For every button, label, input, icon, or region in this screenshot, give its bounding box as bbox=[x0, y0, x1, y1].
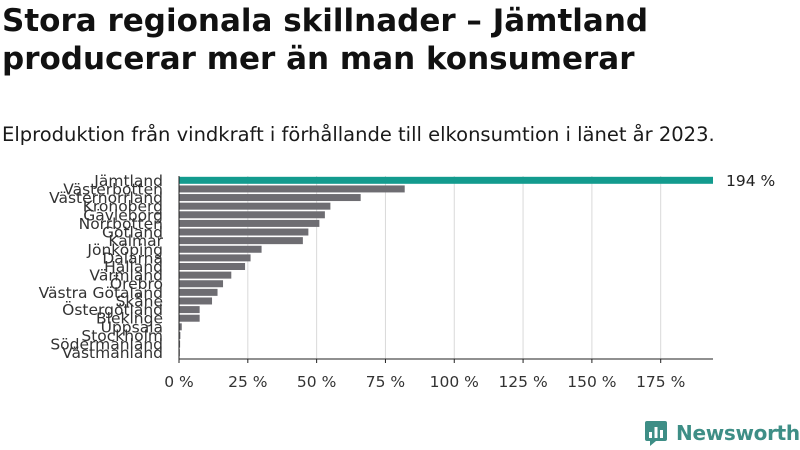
bar bbox=[179, 202, 331, 210]
bar bbox=[179, 323, 182, 331]
bar bbox=[179, 271, 232, 279]
x-tick-label: 75 % bbox=[366, 373, 405, 391]
category-label: Stockholm bbox=[81, 327, 163, 345]
bar bbox=[179, 288, 218, 296]
x-tick-label: 175 % bbox=[636, 373, 685, 391]
category-label: Gotland bbox=[102, 224, 163, 242]
brand-logo: Newsworthy bbox=[644, 418, 800, 448]
category-label: Örebro bbox=[110, 274, 163, 293]
category-label: Västmanland bbox=[62, 344, 163, 362]
bar bbox=[179, 340, 181, 348]
bar bbox=[179, 219, 320, 227]
x-tick-label: 125 % bbox=[498, 373, 547, 391]
bar bbox=[179, 237, 303, 245]
x-tick-label: 25 % bbox=[228, 373, 267, 391]
category-label: Kronoberg bbox=[83, 198, 163, 216]
category-label: Dalarna bbox=[102, 249, 163, 267]
bar bbox=[179, 314, 200, 322]
bar bbox=[179, 211, 325, 219]
category-label: Kalmar bbox=[108, 232, 163, 250]
category-label: Halland bbox=[104, 258, 163, 276]
bar bbox=[179, 280, 224, 288]
x-axis: 0 % 25 % 50 % 75 % 100 % 125 % 150 % 175 % bbox=[164, 176, 713, 391]
category-label: Jämtland bbox=[93, 172, 163, 190]
bar bbox=[179, 297, 213, 305]
chart-subtitle: Elproduktion från vindkraft i förhålland… bbox=[2, 123, 715, 146]
category-label: Västra Götaland bbox=[39, 284, 163, 302]
category-label: Västernorrland bbox=[49, 189, 163, 207]
bar bbox=[179, 263, 246, 270]
bar bbox=[179, 254, 251, 262]
category-label: Värmland bbox=[89, 267, 163, 285]
gridlines bbox=[247, 176, 662, 359]
category-labels: JämtlandVästerbottenVästernorrlandKronob… bbox=[39, 172, 164, 362]
category-label: Jönköping bbox=[86, 241, 163, 259]
bar bbox=[179, 245, 262, 253]
bar bbox=[179, 331, 181, 339]
category-label: Södermanland bbox=[50, 336, 163, 354]
x-tick-label: 50 % bbox=[297, 373, 336, 391]
bar bbox=[179, 228, 309, 236]
bar bbox=[179, 194, 361, 202]
x-tick-label: 100 % bbox=[430, 373, 479, 391]
bar bbox=[179, 306, 200, 314]
category-label: Skåne bbox=[116, 292, 163, 310]
category-label: Västerbotten bbox=[63, 180, 163, 198]
category-label: Östergötland bbox=[62, 300, 163, 319]
brand-name: Newsworthy bbox=[676, 421, 800, 445]
category-label: Gävleborg bbox=[83, 206, 163, 224]
data-label: 194 % bbox=[726, 172, 775, 190]
bar bbox=[179, 185, 405, 193]
category-label: Norrbotten bbox=[79, 215, 163, 233]
newsworthy-logo-icon bbox=[645, 421, 667, 446]
x-tick-label: 150 % bbox=[567, 373, 616, 391]
bars bbox=[179, 176, 713, 357]
x-tick-label: 0 % bbox=[164, 373, 194, 391]
chart-title: Stora regionala skillnader – Jämtland pr… bbox=[2, 3, 649, 77]
data-labels: 194 % bbox=[726, 172, 775, 190]
bar bbox=[179, 176, 713, 184]
category-label: Blekinge bbox=[96, 310, 163, 328]
category-label: Uppsala bbox=[101, 318, 163, 336]
